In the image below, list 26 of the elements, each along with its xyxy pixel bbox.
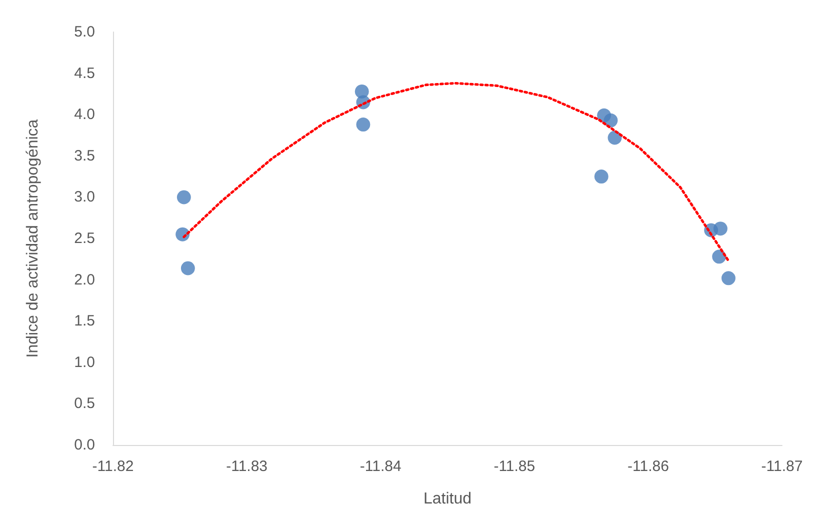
point: [713, 222, 728, 236]
y-tick-label: 4.0: [74, 106, 95, 124]
x-axis-title: Latitud: [423, 490, 472, 508]
y-tick-label: 4.5: [74, 64, 95, 82]
y-tick-label: 3.5: [74, 147, 95, 164]
x-tick-label: -11.86: [627, 458, 669, 475]
point: [604, 113, 618, 128]
y-tick-label: 1.5: [74, 312, 95, 330]
y-tick-label: 0.5: [74, 395, 95, 412]
y-tick-label: 0.0: [74, 436, 95, 454]
point: [594, 170, 608, 184]
x-tick-label: -11.84: [360, 458, 402, 475]
x-tick-label: -11.83: [226, 458, 268, 475]
y-tick-label: 3.0: [74, 188, 95, 206]
y-tick-label: 2.0: [74, 271, 95, 288]
y-tick-label: 1.0: [74, 354, 95, 371]
y-tick-label: 5.0: [74, 24, 95, 40]
y-tick-label: 2.5: [74, 230, 95, 247]
y-axis-title: Indice de actividad antropogénica: [24, 119, 42, 358]
x-tick-label: -11.85: [494, 458, 536, 475]
point: [176, 190, 191, 204]
point: [180, 261, 195, 276]
point: [721, 271, 736, 286]
x-tick-label: -11.87: [761, 458, 803, 475]
x-tick-label: -11.82: [92, 458, 134, 475]
point: [356, 118, 370, 132]
